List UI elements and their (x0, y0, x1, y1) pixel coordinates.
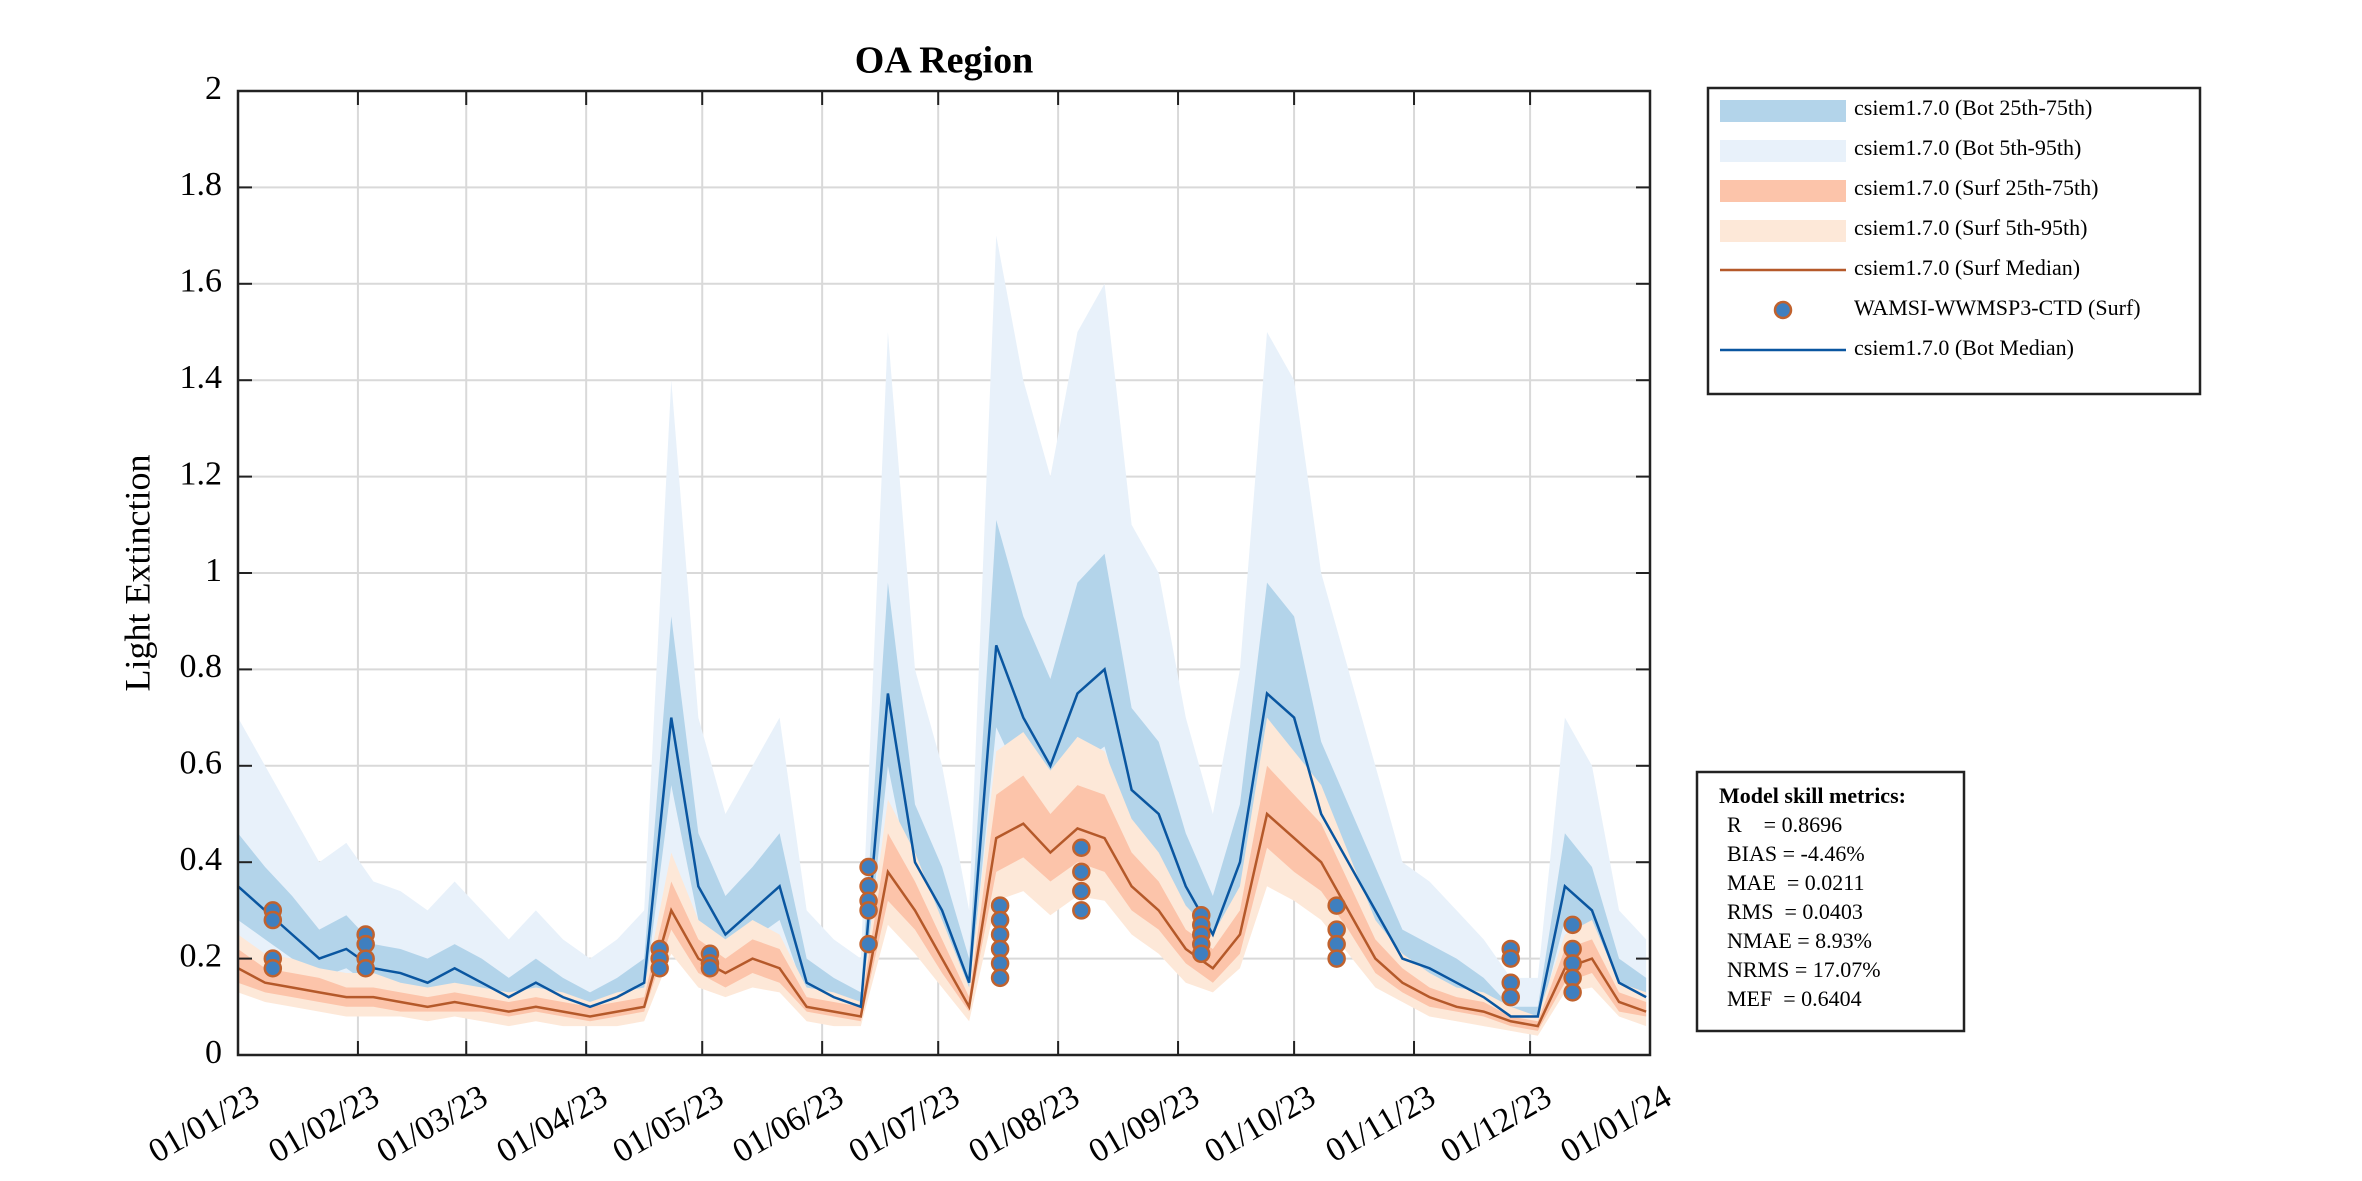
legend-label: csiem1.7.0 (Bot 25th-75th) (1854, 95, 2092, 120)
point (1072, 881, 1091, 901)
metrics-title: Model skill metrics: (1719, 783, 1906, 808)
chart-title: OA Region (855, 40, 1033, 82)
y-tick-label: 0.2 (180, 937, 223, 974)
metrics-line: MEF = 0.6404 (1727, 986, 1862, 1011)
series-layer (238, 235, 1647, 1036)
legend-swatch (1773, 300, 1793, 320)
y-tick-label: 0 (205, 1034, 222, 1071)
legend-swatch (1720, 220, 1846, 242)
y-tick-label: 0.6 (180, 745, 223, 782)
point (1327, 949, 1346, 968)
point (1327, 896, 1346, 915)
point (1072, 838, 1091, 857)
band (238, 765, 1647, 1031)
metrics-line: BIAS = -4.46% (1727, 841, 1865, 866)
metrics-line: RMS = 0.0403 (1727, 899, 1863, 924)
y-tick-label: 1 (205, 552, 222, 589)
y-tick-label: 1.2 (180, 455, 223, 492)
y-axis-label: Light Extinction (117, 455, 157, 692)
line (238, 811, 1647, 1028)
y-tick-label: 2 (205, 70, 222, 107)
metrics-line: MAE = 0.0211 (1727, 870, 1864, 895)
metrics-line: R = 0.8696 (1727, 812, 1842, 837)
y-tick-label: 1.4 (180, 359, 223, 396)
metrics-line: NRMS = 17.07% (1727, 957, 1881, 982)
y-tick-label: 1.6 (180, 263, 223, 300)
point (263, 910, 283, 930)
point (356, 958, 375, 978)
point (700, 958, 720, 978)
legend-swatch (1720, 180, 1846, 202)
legend-label: WAMSI-WWMSP3-CTD (Surf) (1854, 295, 2141, 320)
legend-label: csiem1.7.0 (Surf Median) (1854, 255, 2080, 280)
legend-swatch (1720, 100, 1846, 122)
point (1563, 983, 1582, 1002)
metrics-box (1695, 770, 1966, 1033)
point (1501, 949, 1520, 968)
y-tick-label: 0.4 (180, 841, 223, 878)
point (1563, 915, 1582, 935)
point (1501, 987, 1520, 1007)
band (238, 519, 1647, 1027)
legend-label: csiem1.7.0 (Bot Median) (1854, 335, 2074, 360)
point (1192, 944, 1211, 964)
legend: csiem1.7.0 (Bot 25th-75th) csiem1.7.0 (Bo… (1706, 86, 2202, 396)
point (650, 958, 669, 978)
legend-label: csiem1.7.0 (Surf 25th-75th) (1854, 175, 2098, 200)
metrics: Model skill metrics: R = 0.8696 BIAS = -4.… (1695, 770, 1966, 1033)
legend-label: csiem1.7.0 (Bot 5th-95th) (1854, 135, 2081, 160)
y-tick-label: 0.8 (180, 648, 223, 685)
point (859, 934, 878, 954)
point (1072, 901, 1091, 920)
y-tick-label: 1.8 (180, 166, 223, 203)
point (859, 901, 878, 920)
point (263, 958, 283, 978)
point (1072, 862, 1091, 882)
point (990, 968, 1010, 988)
legend-swatch (1720, 140, 1846, 162)
legend-label: csiem1.7.0 (Surf 5th-95th) (1854, 215, 2087, 240)
metrics-line: NMAE = 8.93% (1727, 928, 1872, 953)
point (859, 857, 878, 877)
axes-box (236, 89, 1652, 1057)
line (238, 644, 1647, 1018)
